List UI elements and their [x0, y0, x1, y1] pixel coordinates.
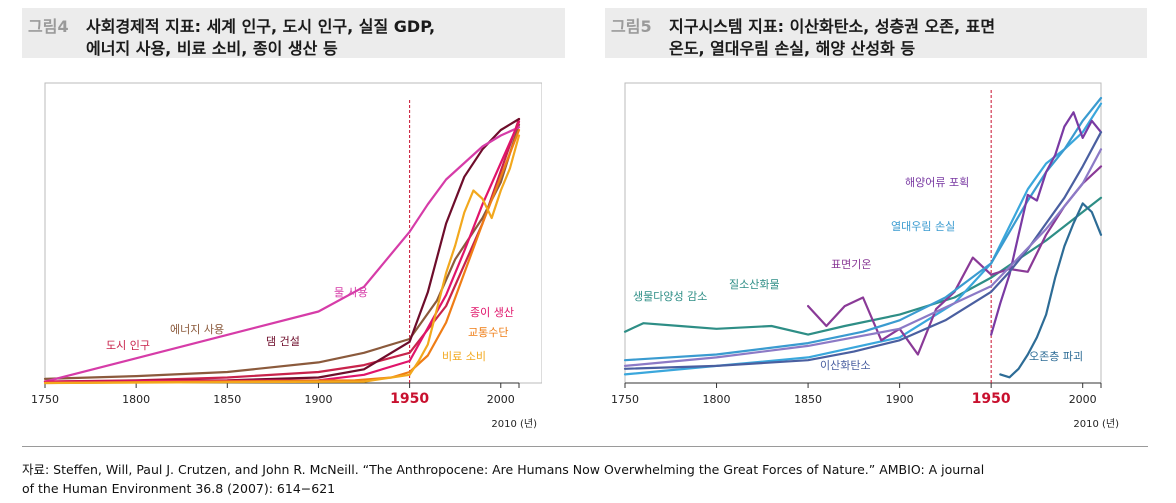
figure4-title-line1: 사회경제적 지표: 세계 인구, 도시 인구, 실질 GDP, [86, 17, 436, 36]
chart2-series-labels: 생물다양성 감소 질소산화물 표면기온 열대우림 손실 해양어류 포획 이산화탄… [633, 175, 1083, 372]
chart1-series-line-3 [43, 126, 521, 383]
label-marine-fisheries: 해양어류 포획 [905, 175, 969, 189]
figure5-title-line1: 지구시스템 지표: 이산화탄소, 성층권 오존, 표면 [669, 17, 996, 36]
chart1-tick-label-2000: 2000 [487, 393, 515, 406]
chart1-series-labels: 도시 인구 에너지 사용 댐 건설 물 사용 종이 생산 교통수단 비료 소비 [106, 286, 514, 363]
label-transport: 교통수단 [468, 326, 508, 339]
chart1-series-line-5 [43, 128, 521, 385]
chart1-series-line-0 [43, 117, 521, 383]
label-nitrogen-oxides: 질소산화물 [729, 278, 780, 291]
chart2-series-line-5 [623, 131, 1103, 370]
chart2-tick-label-1900: 1900 [886, 393, 914, 406]
label-fertilizer-consumption: 비료 소비 [442, 350, 486, 363]
chart1-x-unit-label: 2010 (년) [491, 418, 537, 430]
label-urban-population: 도시 인구 [106, 339, 150, 352]
chart1-tick-label-1950: 1950 [390, 391, 429, 407]
label-paper-production: 종이 생산 [470, 306, 514, 319]
figure4-label: 그림4 [28, 17, 69, 36]
source-divider [22, 446, 1148, 447]
label-dam-construction: 댐 건설 [266, 335, 300, 348]
label-energy-use: 에너지 사용 [170, 323, 224, 336]
chart1-tick-label-1750: 1750 [31, 393, 59, 406]
label-ozone-depletion: 오존층 파괴 [1029, 350, 1083, 363]
source-line-1: 자료: Steffen, Will, Paul J. Crutzen, and … [22, 462, 985, 477]
figure5-title-bar: 그림5 지구시스템 지표: 이산화탄소, 성층권 오존, 표면 온도, 열대우림… [605, 8, 1147, 58]
label-biodiversity-loss: 생물다양성 감소 [633, 290, 707, 303]
chart2-tick-label-2000: 2000 [1069, 393, 1097, 406]
chart2-tick-label-1950: 1950 [972, 391, 1011, 407]
chart1-series-line-6 [43, 134, 521, 385]
chart2-x-axis: 1750 1800 1850 1900 1950 2000 2010 (년) [611, 382, 1119, 430]
figure4-title-bar: 그림4 사회경제적 지표: 세계 인구, 도시 인구, 실질 GDP, 에너지 … [22, 8, 565, 58]
earth-system-chart: 1750 1800 1850 1900 1950 2000 2010 (년) 생물다양성 감… [611, 82, 1119, 430]
label-water-use: 물 사용 [334, 286, 368, 299]
chart1-series-lines [43, 100, 521, 385]
chart2-series-line-3 [623, 96, 1103, 362]
chart1-tick-label-1800: 1800 [122, 393, 150, 406]
socioeconomic-chart: 1750 1800 1850 1900 1950 2000 2010 (년) 도시 인구 에… [31, 82, 542, 430]
chart2-plot-frame [624, 82, 1102, 384]
figure4-title-line2: 에너지 사용, 비료 소비, 종이 생산 등 [86, 39, 338, 58]
chart2-tick-label-1750: 1750 [611, 393, 639, 406]
chart1-tick-label-1850: 1850 [213, 393, 241, 406]
source-line-2: of the Human Environment 36.8 (2007): 61… [22, 481, 336, 496]
figure5-label: 그림5 [611, 17, 652, 36]
source-citation: 자료: Steffen, Will, Paul J. Crutzen, and … [22, 460, 1162, 498]
chart1-tick-label-1900: 1900 [304, 393, 332, 406]
label-rainforest-loss: 열대우림 손실 [891, 220, 955, 233]
chart2-series-line-7 [623, 148, 1103, 367]
chart2-tick-label-1850: 1850 [794, 393, 822, 406]
chart2-series-line-6 [999, 202, 1103, 379]
label-surface-temperature: 표면기온 [831, 258, 871, 271]
chart2-series-line-4 [990, 111, 1103, 336]
figure5-title-line2: 온도, 열대우림 손실, 해양 산성화 등 [669, 39, 916, 58]
chart1-x-axis: 1750 1800 1850 1900 1950 2000 2010 (년) [31, 382, 537, 430]
chart2-series-lines [623, 90, 1103, 383]
label-carbon-dioxide: 이산화탄소 [820, 359, 871, 372]
chart2-x-unit-label: 2010 (년) [1073, 418, 1119, 430]
chart2-tick-label-1800: 1800 [703, 393, 731, 406]
